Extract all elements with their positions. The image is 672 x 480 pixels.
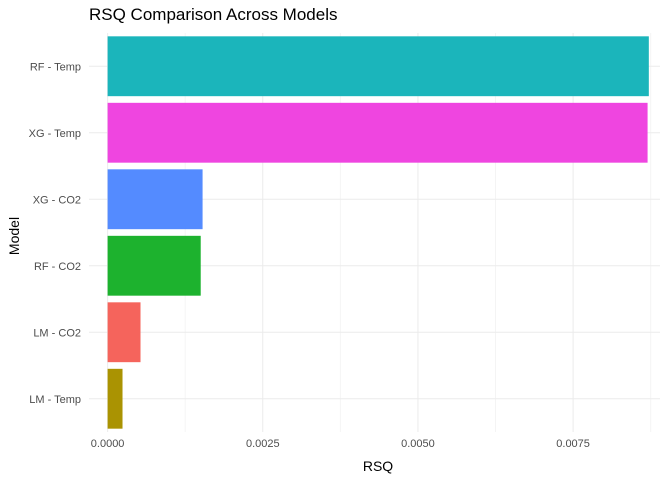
y-tick-label: XG - Temp xyxy=(29,128,81,140)
x-tick-label: 0.0050 xyxy=(401,438,435,450)
y-tick-label: LM - CO2 xyxy=(33,327,81,339)
y-tick-label: LM - Temp xyxy=(29,394,81,406)
x-axis-title: RSQ xyxy=(363,458,393,474)
bar xyxy=(107,302,141,363)
y-tick-labels: RF - Temp XG - Temp XG - CO2 RF - CO2 LM - C… xyxy=(29,61,81,406)
bar xyxy=(107,169,203,230)
y-tick-label: RF - CO2 xyxy=(34,261,81,273)
bar xyxy=(107,36,649,97)
bar xyxy=(107,102,648,163)
y-tick-label: RF - Temp xyxy=(30,61,81,73)
x-tick-label: 0.0025 xyxy=(246,438,280,450)
y-tick-label: XG - CO2 xyxy=(33,194,81,206)
bars xyxy=(107,36,649,429)
y-axis-title: Model xyxy=(6,217,22,255)
bar xyxy=(107,368,123,429)
x-tick-labels: 0.0000 0.0025 0.0050 0.0075 xyxy=(91,438,590,450)
chart-title: RSQ Comparison Across Models xyxy=(89,5,338,24)
x-tick-label: 0.0000 xyxy=(91,438,125,450)
bar xyxy=(107,235,201,296)
x-tick-label: 0.0075 xyxy=(556,438,590,450)
